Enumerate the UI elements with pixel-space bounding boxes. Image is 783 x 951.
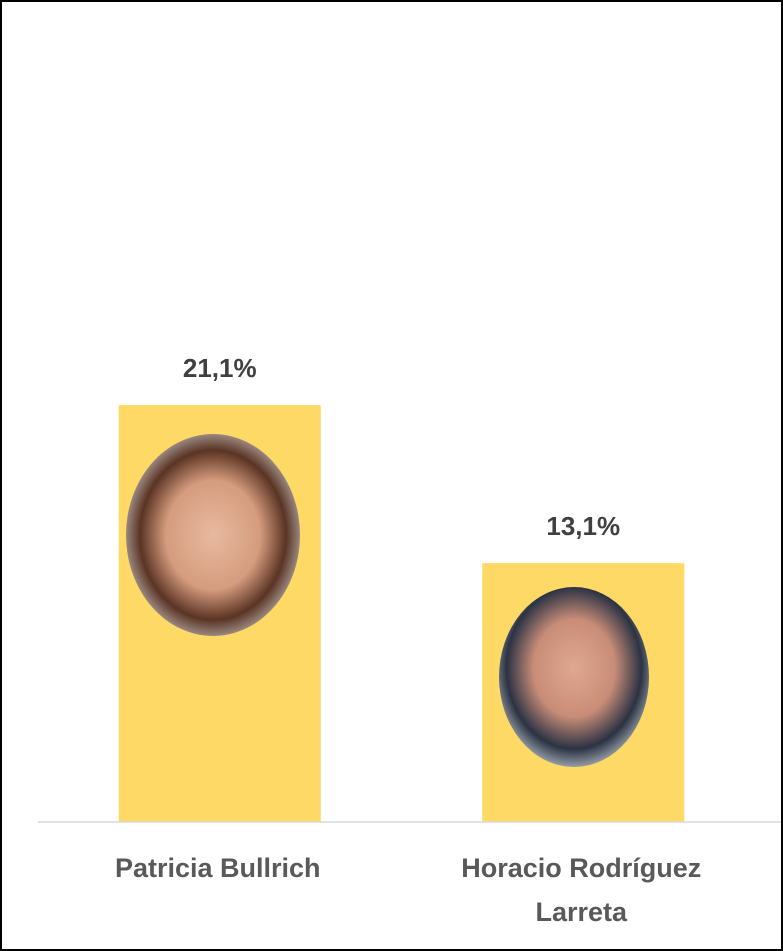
category-label: Horacio Rodríguez Larreta	[461, 853, 702, 927]
value-label: 21,1%	[183, 353, 257, 383]
value-label: 13,1%	[546, 511, 620, 541]
category-label: Patricia Bullrich	[114, 853, 321, 883]
candidate-photo	[499, 587, 649, 767]
candidate-photo	[126, 434, 300, 636]
